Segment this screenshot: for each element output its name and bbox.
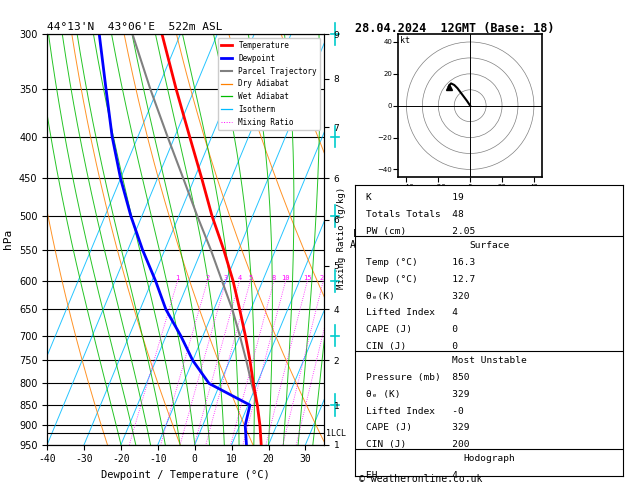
Text: 44°13'N  43°06'E  522m ASL: 44°13'N 43°06'E 522m ASL (47, 22, 223, 32)
Text: 5: 5 (248, 275, 252, 281)
Text: θₑ (K)         329: θₑ (K) 329 (366, 390, 470, 399)
Text: θₑ(K)          320: θₑ(K) 320 (366, 292, 470, 300)
Text: Surface: Surface (469, 241, 509, 250)
Y-axis label: hPa: hPa (3, 229, 13, 249)
Text: 15: 15 (303, 275, 311, 281)
Y-axis label: km
ASL: km ASL (350, 228, 368, 250)
Text: Hodograph: Hodograph (463, 454, 515, 463)
Text: kt: kt (400, 35, 410, 45)
Text: 4: 4 (237, 275, 242, 281)
Text: 2: 2 (205, 275, 209, 281)
Text: Temp (°C)      16.3: Temp (°C) 16.3 (366, 258, 476, 267)
Text: 20: 20 (319, 275, 328, 281)
X-axis label: Dewpoint / Temperature (°C): Dewpoint / Temperature (°C) (101, 470, 270, 480)
Text: Mixing Ratio (g/kg): Mixing Ratio (g/kg) (337, 187, 346, 289)
Text: Lifted Index   4: Lifted Index 4 (366, 309, 458, 317)
Text: Totals Totals  48: Totals Totals 48 (366, 210, 464, 219)
Text: 28.04.2024  12GMT (Base: 18): 28.04.2024 12GMT (Base: 18) (355, 22, 555, 35)
Text: 8: 8 (272, 275, 276, 281)
Text: © weatheronline.co.uk: © weatheronline.co.uk (359, 473, 482, 484)
Text: EH             4: EH 4 (366, 471, 458, 480)
Text: CIN (J)        200: CIN (J) 200 (366, 440, 470, 450)
Text: CIN (J)        0: CIN (J) 0 (366, 342, 458, 351)
Text: 1LCL: 1LCL (326, 429, 346, 438)
Text: 1: 1 (175, 275, 180, 281)
Text: 3: 3 (224, 275, 228, 281)
Text: CAPE (J)       0: CAPE (J) 0 (366, 325, 458, 334)
Text: CAPE (J)       329: CAPE (J) 329 (366, 423, 470, 433)
Text: Dewp (°C)      12.7: Dewp (°C) 12.7 (366, 275, 476, 284)
Text: K              19: K 19 (366, 193, 464, 203)
Text: PW (cm)        2.05: PW (cm) 2.05 (366, 227, 476, 236)
Text: Pressure (mb)  850: Pressure (mb) 850 (366, 373, 470, 382)
Text: 10: 10 (281, 275, 290, 281)
Text: Most Unstable: Most Unstable (452, 356, 526, 365)
Legend: Temperature, Dewpoint, Parcel Trajectory, Dry Adiabat, Wet Adiabat, Isotherm, Mi: Temperature, Dewpoint, Parcel Trajectory… (218, 38, 320, 130)
Text: Lifted Index   -0: Lifted Index -0 (366, 406, 464, 416)
